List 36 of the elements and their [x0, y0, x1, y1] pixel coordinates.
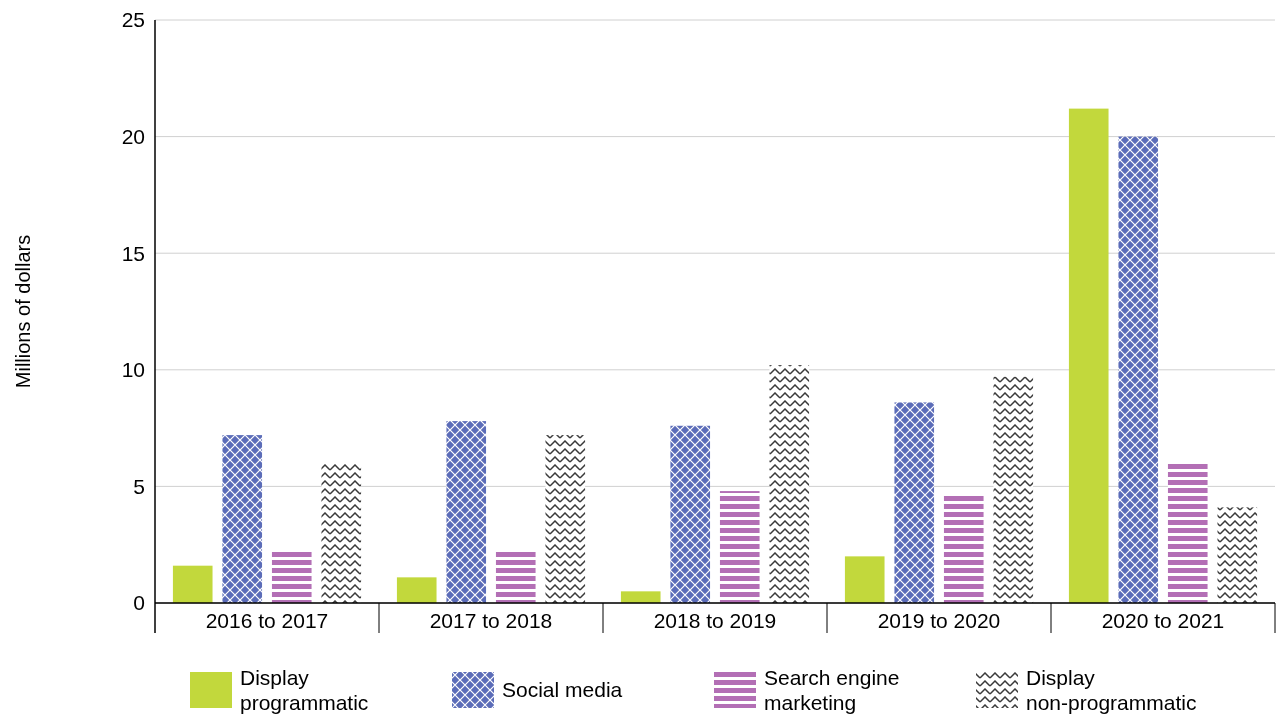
y-tick-label: 20: [121, 124, 145, 148]
y-tick-label: 5: [133, 474, 145, 498]
bar: [620, 591, 661, 603]
bar: [545, 435, 586, 603]
bar: [844, 556, 885, 603]
x-tick-label: 2017 to 2018: [429, 609, 553, 632]
bar: [1118, 136, 1159, 603]
legend-label: Search engine marketing: [764, 665, 900, 714]
bar: [993, 376, 1034, 603]
y-tick-label: 15: [121, 241, 145, 265]
bar: [943, 495, 984, 603]
y-tick-label: 25: [121, 8, 145, 32]
legend-label: Display programmatic: [240, 665, 369, 714]
bar: [1217, 507, 1258, 603]
bar: [769, 365, 810, 603]
y-tick-label: 0: [133, 591, 145, 615]
bar: [271, 551, 312, 603]
bar: [495, 549, 536, 603]
bar: [222, 435, 263, 603]
x-tick-label: 2016 to 2017: [205, 609, 329, 632]
legend-label: Display non-programmatic: [1026, 665, 1197, 714]
bar: [1068, 108, 1109, 603]
bar: [670, 425, 711, 603]
bar: [172, 565, 213, 603]
legend-label: Social media: [502, 678, 623, 702]
bar: [446, 421, 487, 603]
bar: [1167, 463, 1208, 603]
bar: [894, 402, 935, 603]
x-tick-label: 2020 to 2021: [1101, 609, 1225, 632]
bar: [321, 463, 362, 603]
x-tick-label: 2018 to 2019: [653, 609, 777, 632]
y-tick-label: 10: [121, 358, 145, 382]
bar: [396, 577, 437, 603]
y-axis-title: Millions of dollars: [12, 234, 34, 389]
x-tick-label: 2019 to 2020: [877, 609, 1001, 632]
bar: [719, 491, 760, 603]
